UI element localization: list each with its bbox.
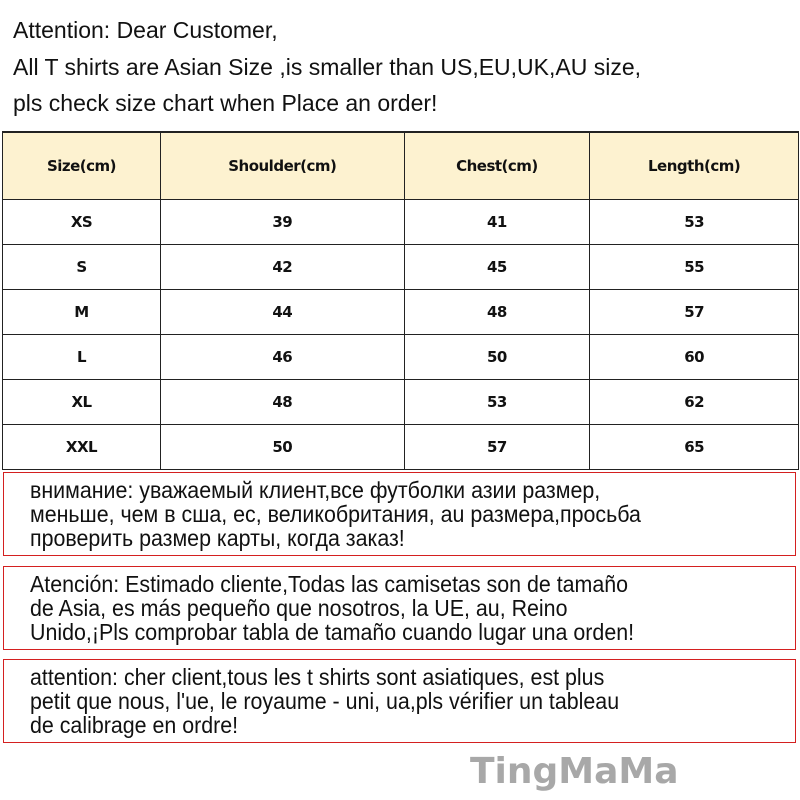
notice-line: petit que nous, l'ue, le royaume - uni, … (30, 688, 620, 714)
table-row: M 44 48 57 (2, 289, 799, 335)
table-cell: 41 (403, 199, 591, 245)
table-row: L 46 50 60 (2, 334, 799, 380)
table-row: XL 48 53 62 (2, 379, 799, 425)
attention-intro: Attention: Dear Customer, All T shirts a… (13, 12, 641, 122)
table-cell: 48 (403, 289, 591, 335)
table-cell: 60 (589, 334, 799, 380)
notice-russian: внимание: уважаемый клиент,все футболки … (3, 472, 796, 556)
table-cell: 46 (160, 334, 405, 380)
notice-line: attention: cher client,tous les t shirts… (30, 664, 605, 690)
table-row: XXL 50 57 65 (2, 424, 799, 470)
column-header: Size(cm) (2, 131, 161, 200)
column-header: Length(cm) (589, 131, 799, 200)
table-row: S 42 45 55 (2, 244, 799, 290)
table-cell: 39 (160, 199, 405, 245)
table-cell: 62 (589, 379, 799, 425)
table-cell: M (2, 289, 161, 335)
notice-line: проверить размер карты, когда заказ! (30, 525, 405, 551)
notice-line: Unido,¡Pls comprobar tabla de tamaño cua… (30, 619, 635, 645)
table-cell: 44 (160, 289, 405, 335)
notice-line: Atención: Estimado cliente,Todas las cam… (30, 571, 629, 597)
table-cell: 45 (403, 244, 591, 290)
intro-line: All T shirts are Asian Size ,is smaller … (13, 53, 642, 80)
table-cell: XS (2, 199, 161, 245)
table-cell: XL (2, 379, 161, 425)
table-header-row: Size(cm) Shoulder(cm) Chest(cm) Length(c… (2, 131, 799, 200)
notice-spanish: Atención: Estimado cliente,Todas las cam… (3, 566, 796, 650)
table-cell: 42 (160, 244, 405, 290)
table-cell: XXL (2, 424, 161, 470)
notice-french: attention: cher client,tous les t shirts… (3, 659, 796, 743)
table-row: XS 39 41 53 (2, 199, 799, 245)
table-cell: L (2, 334, 161, 380)
notice-line: de calibrage en ordre! (30, 712, 239, 738)
table-cell: 57 (403, 424, 591, 470)
table-cell: 50 (403, 334, 591, 380)
table-cell: 48 (160, 379, 405, 425)
watermark: TingMaMa (470, 751, 679, 792)
intro-line: pls check size chart when Place an order… (13, 90, 438, 116)
notice-line: de Asia, es más pequeño que nosotros, la… (30, 595, 568, 621)
table-cell: 57 (589, 289, 799, 335)
table-cell: 53 (403, 379, 591, 425)
table-cell: 53 (589, 199, 799, 245)
notice-line: меньше, чем в сша, ес, великобритания, a… (30, 501, 641, 527)
table-cell: 55 (589, 244, 799, 290)
intro-line: Attention: Dear Customer, (13, 17, 278, 43)
table-cell: 50 (160, 424, 405, 470)
size-chart-table: Size(cm) Shoulder(cm) Chest(cm) Length(c… (2, 131, 799, 470)
table-cell: S (2, 244, 161, 290)
column-header: Chest(cm) (403, 131, 591, 200)
column-header: Shoulder(cm) (160, 131, 405, 200)
notice-line: внимание: уважаемый клиент,все футболки … (30, 477, 601, 503)
table-cell: 65 (589, 424, 799, 470)
